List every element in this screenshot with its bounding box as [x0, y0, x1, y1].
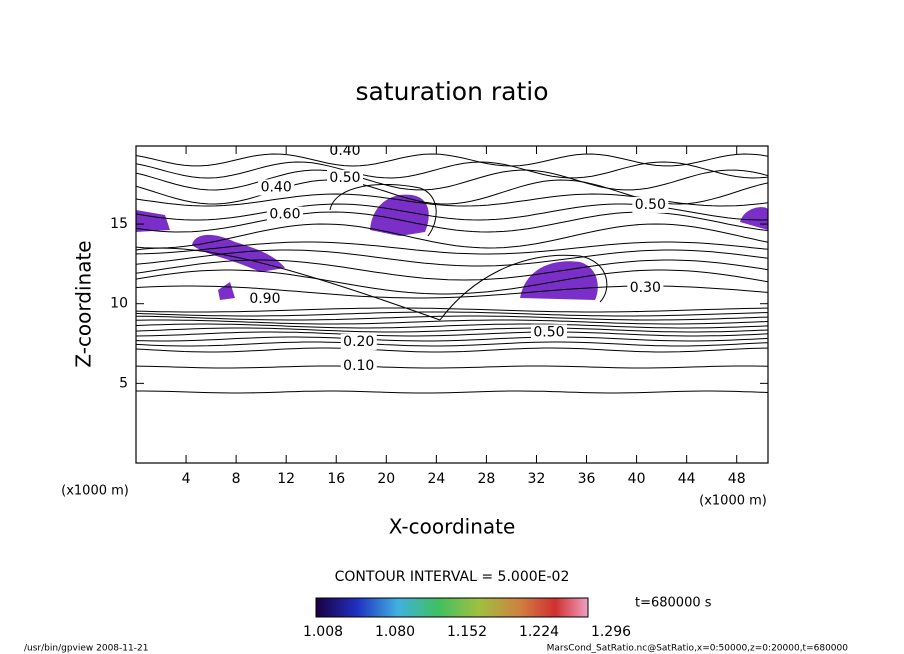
contour-line: [136, 269, 768, 295]
x-tick-label: 36: [578, 471, 596, 487]
supersaturated-region: [740, 207, 768, 230]
y-tick-label: 15: [110, 216, 128, 232]
contour-label-bg: [326, 169, 363, 186]
contour-label-bg: [627, 279, 664, 296]
contour-line: [136, 249, 768, 267]
contour-label: 0.60: [269, 206, 300, 222]
x-tick-label: 32: [528, 471, 546, 487]
contour-label: 0.50: [533, 324, 564, 340]
contour-line: [136, 247, 441, 321]
contour-label: 0.40: [261, 179, 292, 195]
contour-label: 0.50: [329, 170, 360, 186]
x-axis-title: X-coordinate: [389, 515, 516, 539]
footer-right: MarsCond_SatRatio.nc@SatRatio,x=0:50000,…: [547, 644, 849, 654]
contour-line: [136, 161, 768, 179]
contour-field: 0.40 0.40 0.50 0.60 0.50 0.90 0.30 0.50 0.20 0.10: [136, 143, 768, 394]
contour-line: [136, 211, 768, 233]
contour-line: [136, 241, 768, 255]
contour-label-bg: [246, 290, 283, 307]
y-tick-label: 5: [119, 375, 128, 391]
x-tick-label: 8: [232, 471, 241, 487]
x-tick-label: 12: [277, 471, 295, 487]
contour-label-bg: [340, 333, 377, 350]
contour-line: [136, 259, 768, 281]
contour-line: [439, 254, 608, 321]
supersaturated-region: [192, 234, 285, 272]
contour-line: [136, 315, 768, 321]
contour-line: [136, 307, 768, 313]
x-tick-label: 16: [327, 471, 345, 487]
x-tick-label: 40: [628, 471, 646, 487]
x-tick-label: 24: [427, 471, 445, 487]
contour-line: [136, 331, 768, 337]
contour-line: [136, 365, 768, 369]
y-axis-title: Z-coordinate: [72, 240, 96, 367]
contour-label: 0.40: [329, 143, 360, 159]
contour-line: [136, 153, 768, 167]
supersaturated-region: [370, 194, 429, 236]
contour-line: [329, 183, 437, 237]
colorbar-tick-label: 1.008: [303, 624, 343, 640]
time-label: t=680000 s: [635, 596, 712, 611]
x-tick-label: 28: [478, 471, 496, 487]
colorbar-tick-label: 1.224: [519, 624, 559, 640]
x-tick-label: 20: [377, 471, 395, 487]
contour-line: [136, 311, 768, 317]
contour-line: [136, 336, 768, 342]
colorbar: [315, 597, 589, 618]
contour-label: 0.30: [630, 280, 661, 296]
contour-label-bg: [632, 196, 669, 213]
chart-title: saturation ratio: [355, 77, 548, 106]
contour-label: 0.20: [343, 334, 374, 350]
contour-label-bg: [530, 324, 567, 341]
contour-line: [136, 203, 768, 221]
contour-label: 0.10: [343, 358, 374, 374]
x-axis-unit: (x1000 m): [699, 494, 767, 509]
contour-label-bg: [258, 179, 295, 196]
contour-line: [136, 169, 768, 191]
colorbar-tick-label: 1.152: [447, 624, 487, 640]
contour-line: [136, 327, 768, 333]
contour-line: [136, 319, 768, 325]
contour-line: [136, 347, 768, 353]
contour-line: [136, 323, 768, 329]
colorbar-tick-label: 1.080: [375, 624, 415, 640]
contour-line: [136, 179, 768, 205]
contour-label: 0.50: [635, 197, 666, 213]
y-tick-label: 10: [110, 296, 128, 312]
contour-line: [136, 390, 768, 394]
contour-line: [136, 341, 768, 347]
contour-label: 0.90: [249, 291, 280, 307]
contour-label-bg: [340, 357, 377, 374]
x-tick-label: 4: [182, 471, 191, 487]
supersaturated-region: [218, 282, 235, 300]
x-tick-label: 48: [728, 471, 746, 487]
colorbar-tick-label: 1.296: [591, 624, 631, 640]
contour-line: [136, 223, 768, 249]
footer-left: /usr/bin/gpview 2008-11-21: [24, 644, 148, 654]
y-axis-unit: (x1000 m): [61, 484, 129, 499]
contour-interval: CONTOUR INTERVAL = 5.000E-02: [335, 569, 570, 585]
plot-frame: [135, 145, 769, 464]
contour-label-bg: [266, 206, 303, 223]
x-tick-label: 44: [678, 471, 696, 487]
